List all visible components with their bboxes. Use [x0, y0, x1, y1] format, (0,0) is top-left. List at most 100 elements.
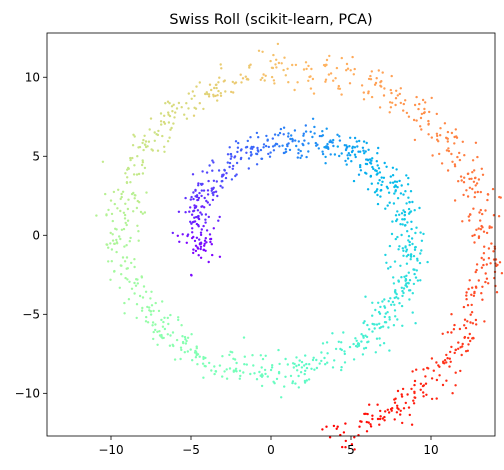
- scatter-point: [435, 132, 439, 135]
- scatter-point: [171, 331, 175, 334]
- scatter-point: [129, 156, 132, 160]
- scatter-point: [190, 213, 194, 216]
- scatter-point: [396, 94, 399, 97]
- scatter-point: [133, 258, 136, 261]
- scatter-point: [362, 347, 366, 350]
- scatter-point: [171, 231, 174, 235]
- scatter-point: [445, 149, 449, 152]
- scatter-point: [419, 125, 422, 128]
- scatter-point: [281, 144, 284, 147]
- scatter-point: [471, 322, 475, 325]
- scatter-point: [412, 254, 416, 258]
- scatter-point: [184, 338, 187, 341]
- scatter-point: [454, 348, 457, 352]
- scatter-point: [226, 161, 229, 164]
- scatter-point: [344, 159, 347, 163]
- scatter-point: [274, 142, 278, 145]
- scatter-point: [396, 406, 399, 410]
- scatter-point: [417, 107, 420, 111]
- scatter-point: [360, 333, 363, 336]
- scatter-point: [213, 372, 216, 376]
- scatter-point: [479, 208, 482, 212]
- scatter-point: [495, 291, 499, 294]
- scatter-point: [193, 204, 196, 207]
- scatter-point: [247, 167, 250, 170]
- scatter-point: [273, 144, 276, 147]
- scatter-point: [149, 310, 152, 313]
- scatter-point: [193, 220, 197, 223]
- scatter-point: [217, 169, 221, 172]
- scatter-point: [398, 302, 401, 305]
- scatter-point: [160, 318, 163, 322]
- scatter-point: [138, 201, 141, 204]
- scatter-point: [236, 150, 239, 154]
- scatter-point: [211, 253, 214, 257]
- scatter-point: [405, 282, 408, 285]
- scatter-point: [303, 379, 307, 383]
- scatter-point: [474, 184, 477, 187]
- scatter-point: [461, 342, 464, 346]
- scatter-point: [400, 393, 403, 396]
- scatter-point: [120, 228, 124, 231]
- scatter-point: [353, 448, 356, 451]
- scatter-point: [427, 133, 430, 136]
- scatter-point: [477, 279, 480, 282]
- scatter-point: [473, 195, 476, 199]
- scatter-point: [374, 81, 378, 85]
- scatter-point: [205, 199, 208, 203]
- scatter-point: [443, 122, 447, 125]
- scatter-point: [269, 59, 272, 63]
- scatter-point: [154, 323, 157, 326]
- scatter-point: [384, 207, 387, 210]
- scatter-point: [149, 117, 153, 120]
- scatter-point: [105, 214, 108, 217]
- scatter-point: [204, 213, 208, 216]
- scatter-point: [172, 122, 175, 125]
- scatter-point: [307, 378, 311, 381]
- scatter-point: [118, 235, 121, 238]
- scatter-point: [143, 134, 146, 137]
- y-tick-label: 0: [32, 228, 40, 242]
- scatter-point: [448, 357, 451, 360]
- scatter-point: [255, 131, 259, 135]
- scatter-point: [266, 138, 269, 141]
- scatter-point: [161, 134, 164, 138]
- scatter-point: [399, 409, 402, 412]
- scatter-point: [217, 81, 220, 84]
- scatter-point: [480, 266, 484, 269]
- scatter-point: [371, 314, 374, 317]
- scatter-point: [234, 369, 237, 372]
- scatter-point: [107, 246, 110, 249]
- scatter-point: [411, 292, 414, 295]
- scatter-point: [409, 254, 413, 258]
- scatter-point: [450, 152, 453, 156]
- scatter-point: [404, 401, 407, 405]
- scatter-point: [328, 436, 332, 439]
- scatter-point: [130, 261, 133, 265]
- scatter-point: [380, 188, 383, 192]
- scatter-point: [141, 296, 145, 299]
- scatter-point: [369, 78, 373, 81]
- scatter-point: [392, 324, 396, 327]
- scatter-point: [232, 164, 235, 168]
- scatter-point: [327, 73, 331, 76]
- scatter-point: [369, 423, 372, 426]
- scatter-point: [454, 371, 457, 374]
- y-tick-label: 5: [32, 149, 40, 163]
- scatter-point: [490, 226, 493, 229]
- scatter-point: [120, 195, 123, 199]
- scatter-point: [211, 159, 214, 162]
- scatter-point: [446, 357, 449, 360]
- scatter-point: [355, 140, 358, 143]
- scatter-point: [257, 150, 260, 153]
- scatter-point: [299, 156, 302, 160]
- scatter-point: [169, 128, 172, 131]
- scatter-point: [358, 425, 361, 428]
- scatter-point: [295, 144, 298, 148]
- scatter-point: [466, 304, 470, 307]
- scatter-point: [113, 202, 117, 206]
- scatter-point: [268, 155, 272, 158]
- scatter-point: [430, 357, 434, 360]
- scatter-point: [410, 237, 414, 240]
- scatter-point: [400, 286, 403, 289]
